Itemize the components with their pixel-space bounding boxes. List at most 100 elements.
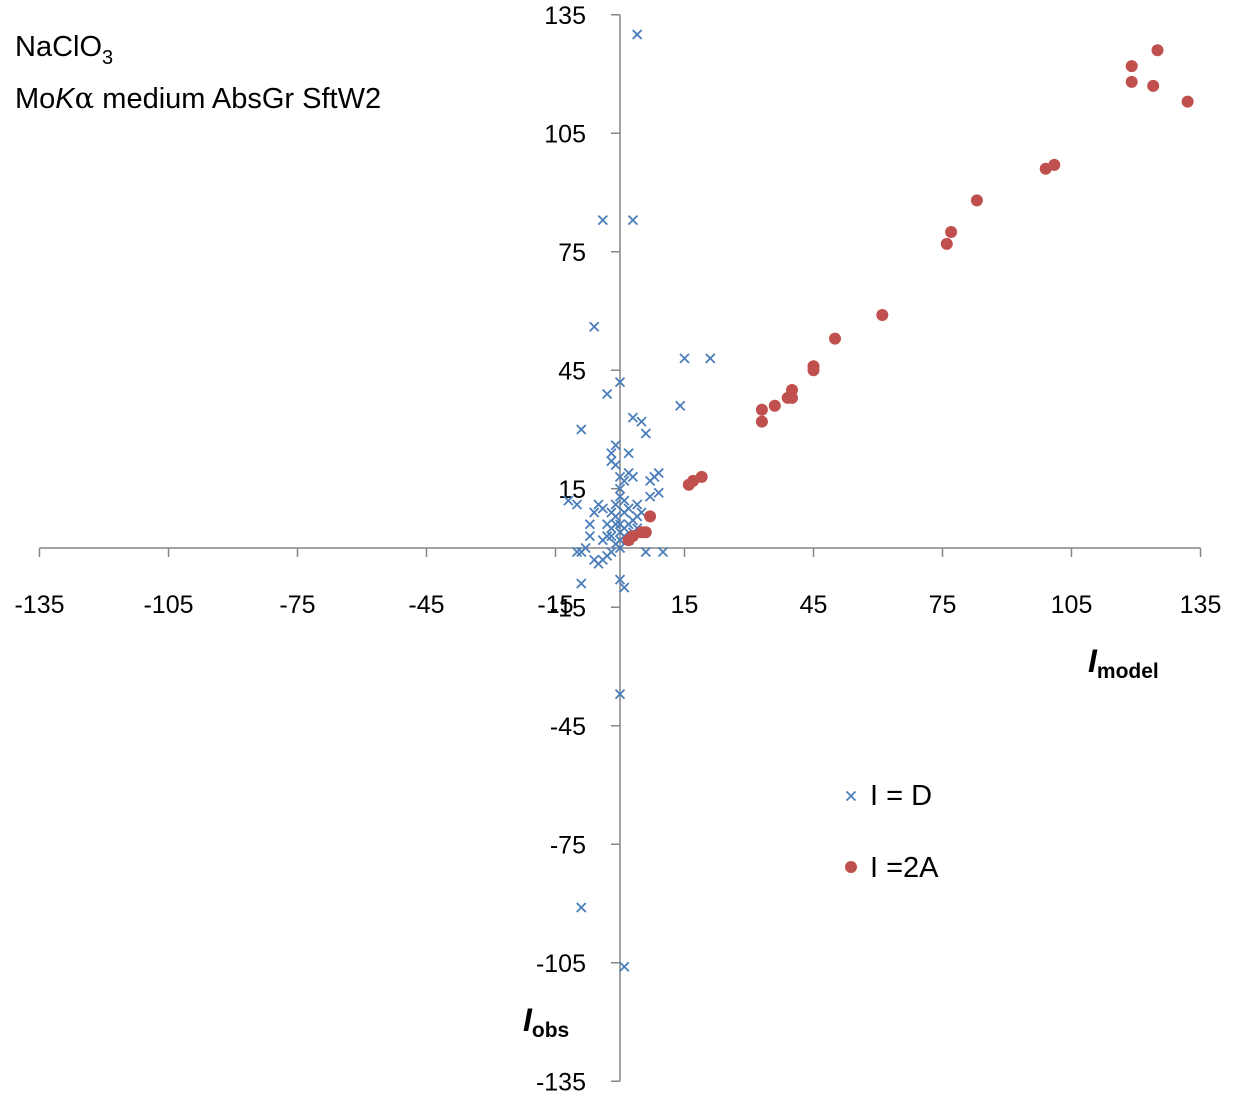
data-point-x	[614, 689, 626, 700]
data-point-x	[640, 546, 651, 558]
data-point-x	[614, 376, 626, 388]
y-tick-label: 75	[558, 239, 586, 267]
data-point-x	[627, 471, 639, 483]
x-tick-label: -15	[537, 591, 573, 619]
data-point-dot	[807, 364, 820, 377]
data-point-x	[619, 582, 630, 593]
data-point-x	[601, 519, 613, 530]
data-point-x	[589, 321, 600, 332]
data-point-x	[657, 546, 669, 558]
series-1	[563, 29, 716, 972]
chart-annotation-line2: MoKα medium AbsGr SftW2	[15, 81, 381, 115]
y-tick-label: -15	[550, 594, 586, 622]
data-point-x	[627, 412, 639, 423]
data-point-x	[632, 499, 643, 510]
data-point-dot	[644, 510, 657, 523]
data-point-x	[636, 416, 647, 427]
data-point-x	[619, 495, 630, 506]
data-point-x	[679, 353, 690, 364]
data-point-dot	[1151, 44, 1164, 57]
x-tick-label: -135	[14, 591, 64, 619]
data-point-x	[593, 499, 604, 510]
x-axis-label: Imodel	[1088, 643, 1159, 683]
legend-marker-x-glyph	[845, 790, 857, 802]
x-tick-label: 15	[671, 591, 699, 619]
data-point-x	[614, 574, 626, 585]
data-point-x	[610, 519, 621, 530]
y-tick-label: -45	[550, 713, 586, 741]
data-point-x	[644, 491, 656, 502]
data-point-x	[597, 534, 608, 546]
x-tick-label: -105	[143, 591, 193, 619]
x-tick-label: 135	[1180, 591, 1222, 619]
legend-marker-dot-glyph	[845, 861, 857, 873]
data-point-dot	[970, 194, 983, 207]
data-point-dot	[940, 237, 953, 250]
data-point-x	[601, 388, 613, 400]
data-point-dot	[876, 308, 889, 321]
data-point-x	[614, 519, 626, 530]
data-point-dot	[945, 226, 958, 238]
y-tick-label: -135	[536, 1068, 586, 1096]
data-point-dot	[755, 415, 768, 428]
x-tick-label: 105	[1051, 591, 1093, 619]
legend-item-series-1: I = D	[845, 780, 932, 812]
data-point-dot	[781, 391, 794, 404]
data-point-dot	[622, 534, 635, 547]
data-point-x	[576, 424, 587, 435]
data-point-dot	[1125, 60, 1138, 73]
data-point-x	[614, 483, 626, 494]
data-series	[563, 29, 1194, 972]
data-point-x	[610, 499, 621, 510]
data-point-x	[653, 487, 664, 498]
legend: I = D I =2A	[845, 780, 939, 884]
legend-item-series-2: I =2A	[845, 852, 939, 884]
data-point-x	[606, 546, 617, 558]
series-2	[622, 44, 1194, 547]
legend-marker-x	[845, 790, 857, 802]
y-axis-label: Iobs	[523, 1002, 569, 1042]
data-point-x	[619, 961, 630, 972]
data-point-x	[610, 440, 621, 451]
chart-annotation-line1: NaClO3	[15, 31, 113, 69]
legend-label-series-2: I =2A	[870, 852, 939, 884]
data-point-x	[627, 215, 639, 226]
data-point-dot	[829, 332, 841, 345]
data-point-x	[571, 499, 583, 510]
x-tick-label: -45	[408, 591, 444, 619]
data-point-x	[606, 507, 617, 518]
data-point-x	[623, 448, 634, 459]
data-point-x	[606, 448, 617, 459]
data-point-x	[606, 531, 617, 542]
data-point-x	[597, 215, 608, 226]
y-tick-label: 45	[558, 357, 586, 385]
y-tick-label: 105	[544, 120, 586, 148]
data-point-x	[576, 902, 587, 913]
y-tick-label: 15	[558, 476, 586, 504]
data-point-dot	[1125, 75, 1138, 88]
data-point-x	[584, 531, 596, 542]
data-point-dot	[755, 403, 768, 416]
x-tick-label: -75	[279, 591, 315, 619]
data-point-dot	[768, 399, 781, 412]
data-point-x	[705, 353, 716, 364]
data-point-x	[632, 29, 643, 40]
data-point-dot	[1039, 162, 1052, 175]
data-point-x	[571, 546, 583, 558]
data-point-x	[576, 546, 587, 558]
x-tick-label: 45	[800, 591, 828, 619]
data-point-x	[614, 542, 626, 554]
legend-marker-dot	[845, 861, 857, 873]
data-point-x	[675, 400, 686, 411]
data-point-x	[640, 428, 651, 439]
data-point-x	[610, 459, 621, 471]
data-point-x	[589, 507, 600, 518]
x-axis-ticks: -135 -105 -75 -45 -15 15 45 75 105 135	[14, 548, 1221, 619]
data-point-x	[619, 475, 630, 486]
data-point-x	[644, 475, 656, 486]
data-point-x	[563, 495, 574, 506]
x-tick-label: 75	[929, 591, 957, 619]
y-tick-label: -105	[536, 950, 586, 978]
y-tick-label: -75	[550, 831, 586, 859]
